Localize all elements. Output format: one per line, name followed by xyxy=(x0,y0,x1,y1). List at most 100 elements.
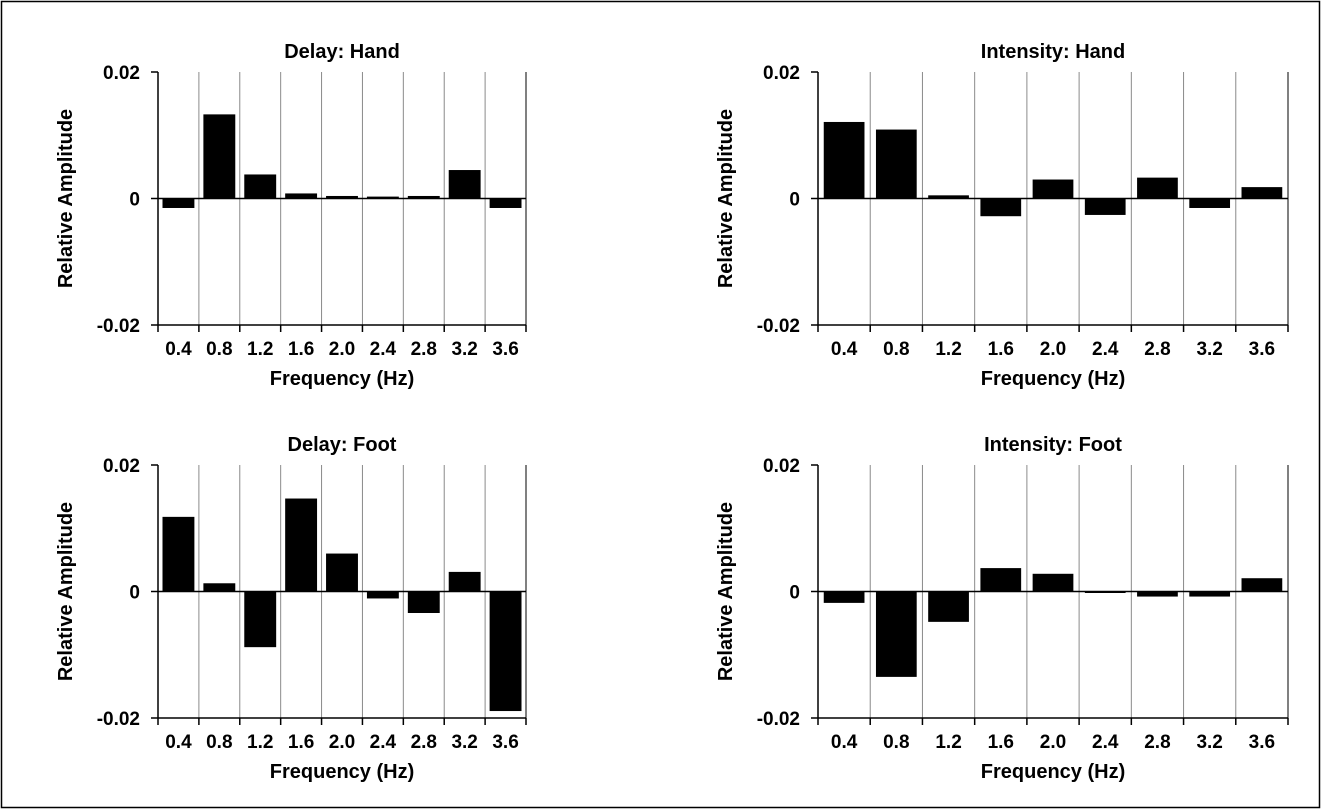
bar xyxy=(448,170,481,199)
x-tick-label: 3.6 xyxy=(1249,732,1275,753)
x-tick-label: 2.4 xyxy=(370,339,397,360)
y-tick-label-bottom: -0.02 xyxy=(757,709,800,730)
bar xyxy=(1084,198,1126,215)
bar xyxy=(1137,177,1178,199)
y-tick-label-zero: 0 xyxy=(789,583,800,604)
y-tick-label-top: 0.02 xyxy=(763,63,800,84)
chart-title: Intensity: Foot xyxy=(984,434,1122,456)
panel-delay-hand: Delay: Hand Relative Amplitude Frequency… xyxy=(55,41,527,390)
bar xyxy=(823,591,865,603)
y-axis-label: Relative Amplitude xyxy=(715,109,737,288)
bar xyxy=(875,129,917,199)
x-tick-label: 3.6 xyxy=(492,732,518,753)
bar xyxy=(1137,591,1178,597)
bar xyxy=(162,516,195,592)
bar xyxy=(489,198,522,208)
x-tick-label: 1.6 xyxy=(288,732,314,753)
x-tick-label: 3.2 xyxy=(451,732,477,753)
x-axis-label: Frequency (Hz) xyxy=(981,368,1125,390)
bar xyxy=(1189,591,1231,597)
x-tick-label: 1.2 xyxy=(247,339,273,360)
bar xyxy=(366,591,399,599)
x-tick-label: 2.0 xyxy=(329,339,355,360)
bar xyxy=(1241,187,1283,199)
bar xyxy=(203,583,236,592)
x-tick-label: 3.2 xyxy=(451,339,477,360)
panel-delay-foot: Delay: Foot Relative Amplitude Frequency… xyxy=(55,434,527,783)
x-tick-label: 2.4 xyxy=(370,732,397,753)
x-tick-label: 3.2 xyxy=(1196,732,1222,753)
bar xyxy=(407,591,440,614)
x-tick-label: 0.4 xyxy=(831,732,858,753)
x-tick-label: 0.4 xyxy=(831,339,858,360)
bar xyxy=(1241,578,1283,592)
bar xyxy=(489,591,522,712)
x-tick-label: 1.2 xyxy=(935,732,961,753)
bar xyxy=(980,568,1022,592)
bar xyxy=(928,195,969,199)
y-axis-label: Relative Amplitude xyxy=(715,502,737,681)
bar xyxy=(244,591,277,648)
bar xyxy=(1032,573,1074,592)
bar xyxy=(162,198,195,208)
bar xyxy=(285,498,318,592)
chart-title: Delay: Hand xyxy=(284,41,400,63)
x-tick-label: 3.6 xyxy=(492,339,518,360)
x-tick-label: 2.0 xyxy=(1040,732,1066,753)
bar xyxy=(1032,179,1074,199)
x-tick-label: 2.8 xyxy=(411,339,437,360)
bar xyxy=(407,195,440,199)
bar xyxy=(244,174,277,199)
panel-intensity-hand: Intensity: Hand Relative Amplitude Frequ… xyxy=(715,41,1289,390)
y-tick-label-zero: 0 xyxy=(129,583,140,604)
chart-title: Intensity: Hand xyxy=(981,41,1125,63)
bar xyxy=(326,195,358,199)
y-tick-label-top: 0.02 xyxy=(763,456,800,477)
chart-title: Delay: Foot xyxy=(288,434,397,456)
y-tick-label-zero: 0 xyxy=(129,190,140,211)
x-tick-label: 2.4 xyxy=(1092,732,1119,753)
bar xyxy=(928,591,969,622)
bar xyxy=(1189,198,1231,208)
x-tick-label: 3.6 xyxy=(1249,339,1275,360)
y-tick-label-zero: 0 xyxy=(789,190,800,211)
y-tick-label-bottom: -0.02 xyxy=(97,316,140,337)
x-tick-label: 2.8 xyxy=(1144,732,1170,753)
x-axis-label: Frequency (Hz) xyxy=(270,761,414,783)
y-axis-label: Relative Amplitude xyxy=(55,502,77,681)
y-tick-label-bottom: -0.02 xyxy=(97,709,140,730)
x-tick-label: 1.2 xyxy=(935,339,961,360)
y-axis-label: Relative Amplitude xyxy=(55,109,77,288)
x-tick-label: 1.2 xyxy=(247,732,273,753)
x-tick-label: 0.4 xyxy=(165,732,192,753)
x-tick-label: 1.6 xyxy=(988,732,1014,753)
bar xyxy=(980,198,1022,217)
bar xyxy=(203,114,236,199)
panel-intensity-foot: Intensity: Foot Relative Amplitude Frequ… xyxy=(715,434,1289,783)
x-tick-label: 1.6 xyxy=(288,339,314,360)
bar xyxy=(448,571,481,592)
x-tick-label: 1.6 xyxy=(988,339,1014,360)
x-tick-label: 2.8 xyxy=(1144,339,1170,360)
x-tick-label: 2.4 xyxy=(1092,339,1119,360)
x-tick-label: 0.8 xyxy=(206,339,232,360)
y-tick-label-top: 0.02 xyxy=(103,63,140,84)
x-tick-label: 0.8 xyxy=(883,339,909,360)
bar xyxy=(875,591,917,677)
bar xyxy=(823,121,865,199)
x-tick-label: 0.8 xyxy=(206,732,232,753)
x-tick-label: 3.2 xyxy=(1196,339,1222,360)
x-tick-label: 2.8 xyxy=(411,732,437,753)
y-tick-label-bottom: -0.02 xyxy=(757,316,800,337)
x-axis-label: Frequency (Hz) xyxy=(270,368,414,390)
x-tick-label: 2.0 xyxy=(1040,339,1066,360)
x-tick-label: 0.8 xyxy=(883,732,909,753)
y-tick-label-top: 0.02 xyxy=(103,456,140,477)
bar xyxy=(326,553,358,592)
bar xyxy=(285,193,318,199)
x-axis-label: Frequency (Hz) xyxy=(981,761,1125,783)
bar xyxy=(366,196,399,199)
x-tick-label: 2.0 xyxy=(329,732,355,753)
